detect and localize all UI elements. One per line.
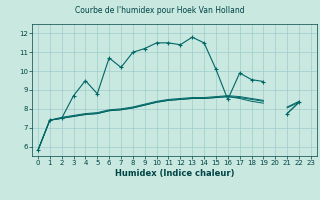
X-axis label: Humidex (Indice chaleur): Humidex (Indice chaleur) (115, 169, 234, 178)
Text: Courbe de l'humidex pour Hoek Van Holland: Courbe de l'humidex pour Hoek Van Hollan… (75, 6, 245, 15)
